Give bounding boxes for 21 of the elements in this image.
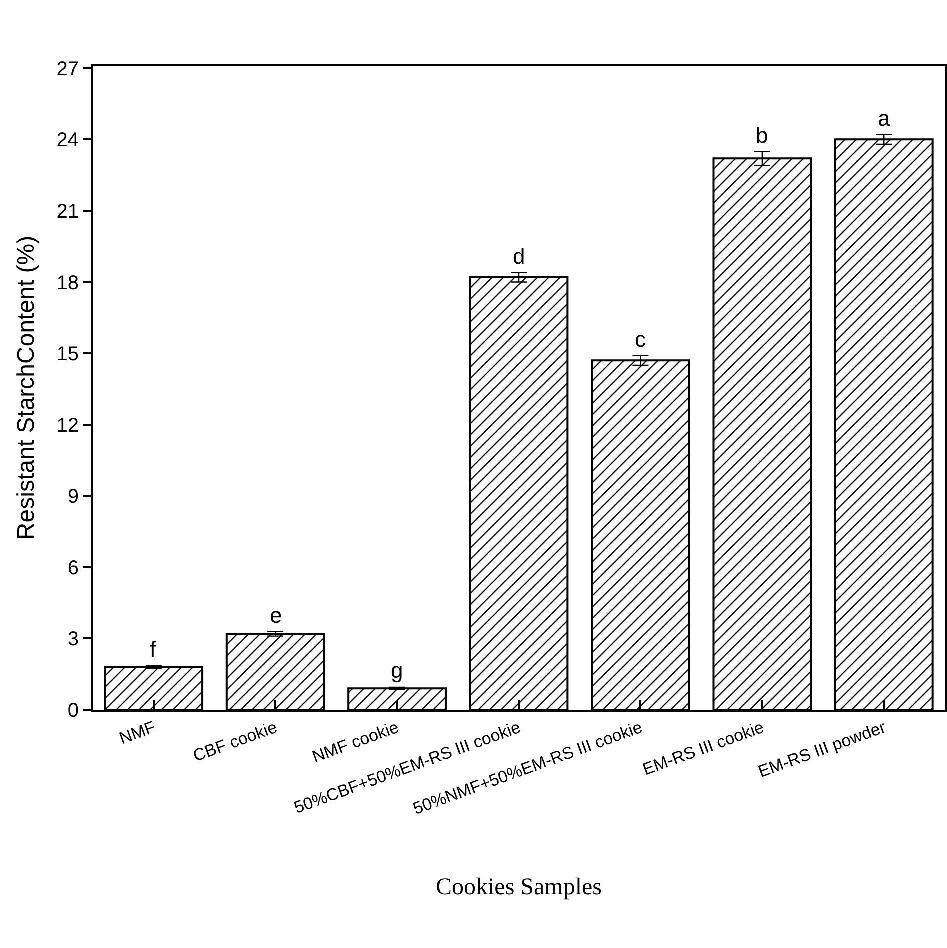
y-tick-label: 0 [68,700,79,722]
x-axis-title: Cookies Samples [436,874,602,900]
x-tick-label: CBF cookie [190,718,280,766]
y-tick-label: 27 [56,58,79,80]
annotation: f [150,637,157,662]
annotation: b [756,123,768,148]
y-tick-label: 3 [68,628,79,651]
y-tick-label: 15 [56,344,79,366]
annotation: e [270,603,282,628]
annotation: g [391,658,404,683]
y-tick-label: 6 [68,557,79,580]
annotation: c [635,327,646,352]
y-tick-label: 24 [56,130,79,152]
annotation: d [513,244,526,269]
x-tick-label: NMF [117,718,158,748]
y-tick-label: 18 [56,272,79,294]
y-tick-label: 12 [56,414,79,437]
y-tick-label: 9 [68,486,79,508]
y-tick-label: 21 [56,200,79,223]
annotation: a [878,106,891,131]
y-axis-title: Resistant StarchContent (%) [13,236,40,540]
